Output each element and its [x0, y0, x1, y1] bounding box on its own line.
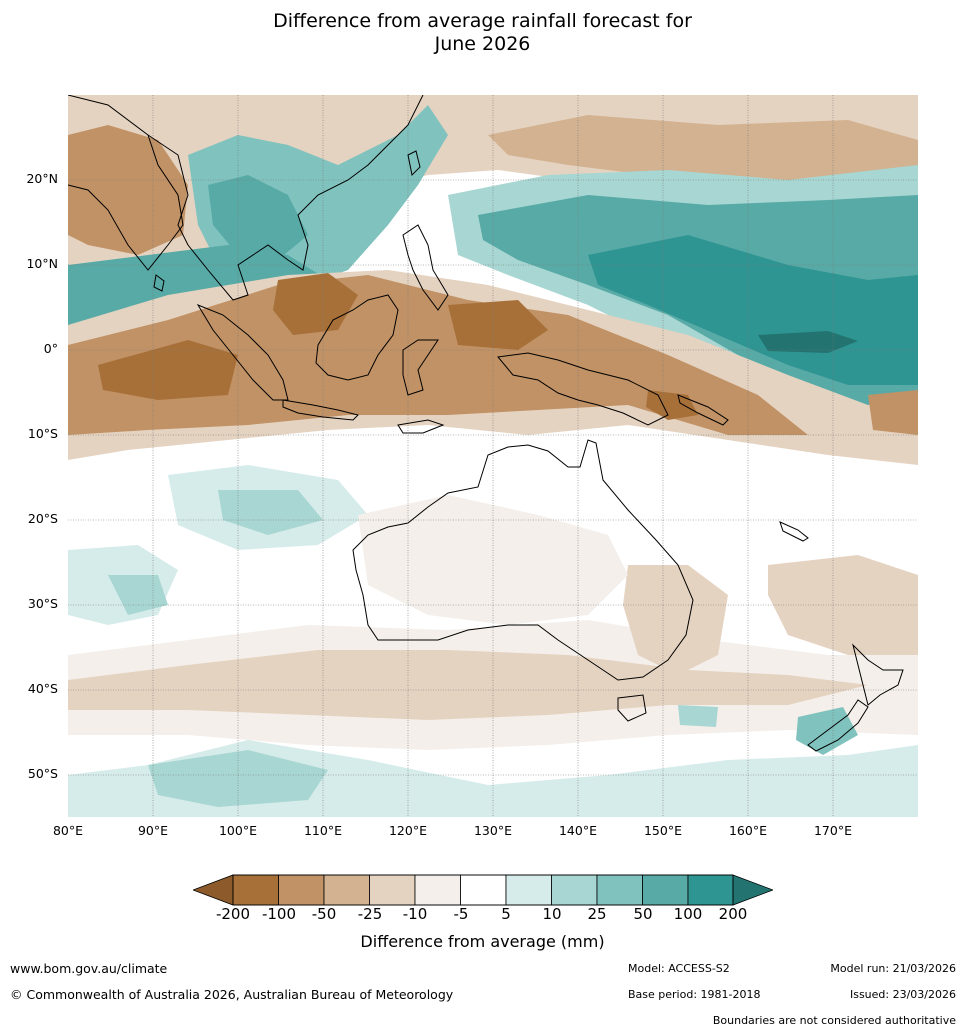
coastline-new-zealand-north: [852, 643, 904, 706]
lat-label-0: 0°: [43, 341, 58, 356]
issued-date: Issued: 23/03/2026: [849, 988, 956, 1001]
anomaly-region-east-wet: [678, 705, 718, 727]
coastline-sulawesi: [402, 339, 439, 396]
website-link: www.bom.gov.au/climate: [10, 961, 168, 976]
lon-label-90e: 90°E: [137, 823, 169, 838]
lon-label-140e: 140°E: [558, 823, 597, 838]
map-title: Difference from average rainfall forecas…: [0, 10, 965, 56]
lon-label-110e: 110°E: [303, 823, 342, 838]
copyright-text: © Commonwealth of Australia 2026, Austra…: [10, 987, 454, 1002]
colorbar-tick-label: -50: [311, 905, 337, 923]
colorbar-under-arrow: [191, 874, 234, 906]
colorbar-tick-label: -10: [402, 905, 428, 923]
colorbar-tick-label: -200: [215, 905, 251, 923]
colorbar-swatch-10: [642, 874, 689, 906]
colorbar-over-arrow: [732, 874, 775, 906]
lon-label-160e: 160°E: [728, 823, 767, 838]
coastline-sri-lanka: [153, 274, 165, 292]
anomaly-region-india-dry: [68, 125, 188, 255]
title-line-2: June 2026: [434, 33, 531, 55]
colorbar-tick-label: 200: [718, 905, 748, 923]
lat-label-10s: 10°S: [27, 426, 58, 441]
anomaly-region-equatorial-dry-mid: [68, 275, 808, 435]
coastline-tasmania: [617, 694, 647, 722]
colorbar-swatch-4: [369, 874, 416, 906]
coastline-india: [68, 134, 184, 271]
colorbar-swatch-2: [278, 874, 325, 906]
colorbar-swatch-1: [232, 874, 279, 906]
colorbar-title: Difference from average (mm): [360, 932, 605, 951]
coastline-new-guinea: [497, 352, 669, 426]
lat-label-20s: 20°S: [27, 511, 58, 526]
colorbar-tick-label: 100: [673, 905, 703, 923]
colorbar: [191, 873, 775, 907]
lat-label-30s: 30°S: [27, 596, 58, 611]
colorbar-swatch-8: [551, 874, 598, 906]
lat-label-20n: 20°N: [26, 171, 58, 186]
colorbar-canvas: [191, 874, 775, 906]
lon-label-150e: 150°E: [643, 823, 682, 838]
colorbar-tick-label: 25: [587, 905, 607, 923]
colorbar-swatch-9: [596, 874, 643, 906]
coastline-borneo: [315, 294, 399, 381]
lon-label-80e: 80°E: [52, 823, 84, 838]
colorbar-swatch-3: [323, 874, 370, 906]
title-line-1: Difference from average rainfall forecas…: [273, 10, 692, 32]
coastline-timor: [397, 419, 445, 434]
lon-label-130e: 130°E: [473, 823, 512, 838]
colorbar-tick-label: 5: [501, 905, 511, 923]
coastline-new-caledonia: [779, 521, 809, 542]
anomaly-region-pacific-north-dry: [488, 115, 918, 185]
lat-label-40s: 40°S: [27, 681, 58, 696]
map-canvas: [68, 95, 918, 817]
colorbar-tick-label: -5: [453, 905, 469, 923]
colorbar-swatch-11: [687, 874, 734, 906]
anomaly-region-south-indian-wet-core: [218, 490, 323, 535]
colorbar-tick-label: 10: [542, 905, 562, 923]
colorbar-swatch-6: [460, 874, 507, 906]
colorbar-tick-label: -100: [261, 905, 297, 923]
lon-label-120e: 120°E: [388, 823, 427, 838]
coastlines: [68, 95, 904, 752]
coastline-sumatra: [196, 303, 289, 401]
coastline-australia: [352, 439, 694, 681]
anomaly-region-borneo-dry-core: [273, 273, 358, 335]
coastline-philippines: [402, 224, 449, 311]
map-gridlines: [68, 95, 918, 817]
anomaly-region-east-australia-dry: [623, 565, 728, 675]
colorbar-swatch-7: [505, 874, 552, 906]
coastline-asia-mainland: [68, 95, 424, 301]
anomaly-region-indochina-wet-core: [208, 175, 308, 260]
coastline-new-zealand-south: [807, 699, 869, 752]
colorbar-tick-label: 50: [633, 905, 653, 923]
anomaly-region-east-dry: [868, 390, 918, 435]
colorbar-tick-label: -25: [357, 905, 383, 923]
lat-label-50s: 50°S: [27, 766, 58, 781]
colorbar-swatch-5: [414, 874, 461, 906]
anomaly-region-sulawesi-dry-core: [448, 300, 548, 350]
lat-label-10n: 10°N: [26, 256, 58, 271]
coastline-solomon-islands: [677, 394, 729, 426]
model-run-date: Model run: 21/03/2026: [830, 962, 956, 975]
coastline-taiwan: [407, 150, 421, 177]
coastline-java: [282, 399, 359, 421]
rainfall-anomaly-map: [68, 95, 918, 817]
base-period: Base period: 1981-2018: [628, 988, 761, 1001]
colorbar-outline: [232, 874, 734, 906]
lon-label-100e: 100°E: [218, 823, 257, 838]
lon-label-170e: 170°E: [813, 823, 852, 838]
model-name: Model: ACCESS-S2: [628, 962, 730, 975]
anomaly-region-equatorial-dry-core: [98, 340, 238, 400]
boundaries-note: Boundaries are not considered authoritat…: [712, 1014, 956, 1027]
